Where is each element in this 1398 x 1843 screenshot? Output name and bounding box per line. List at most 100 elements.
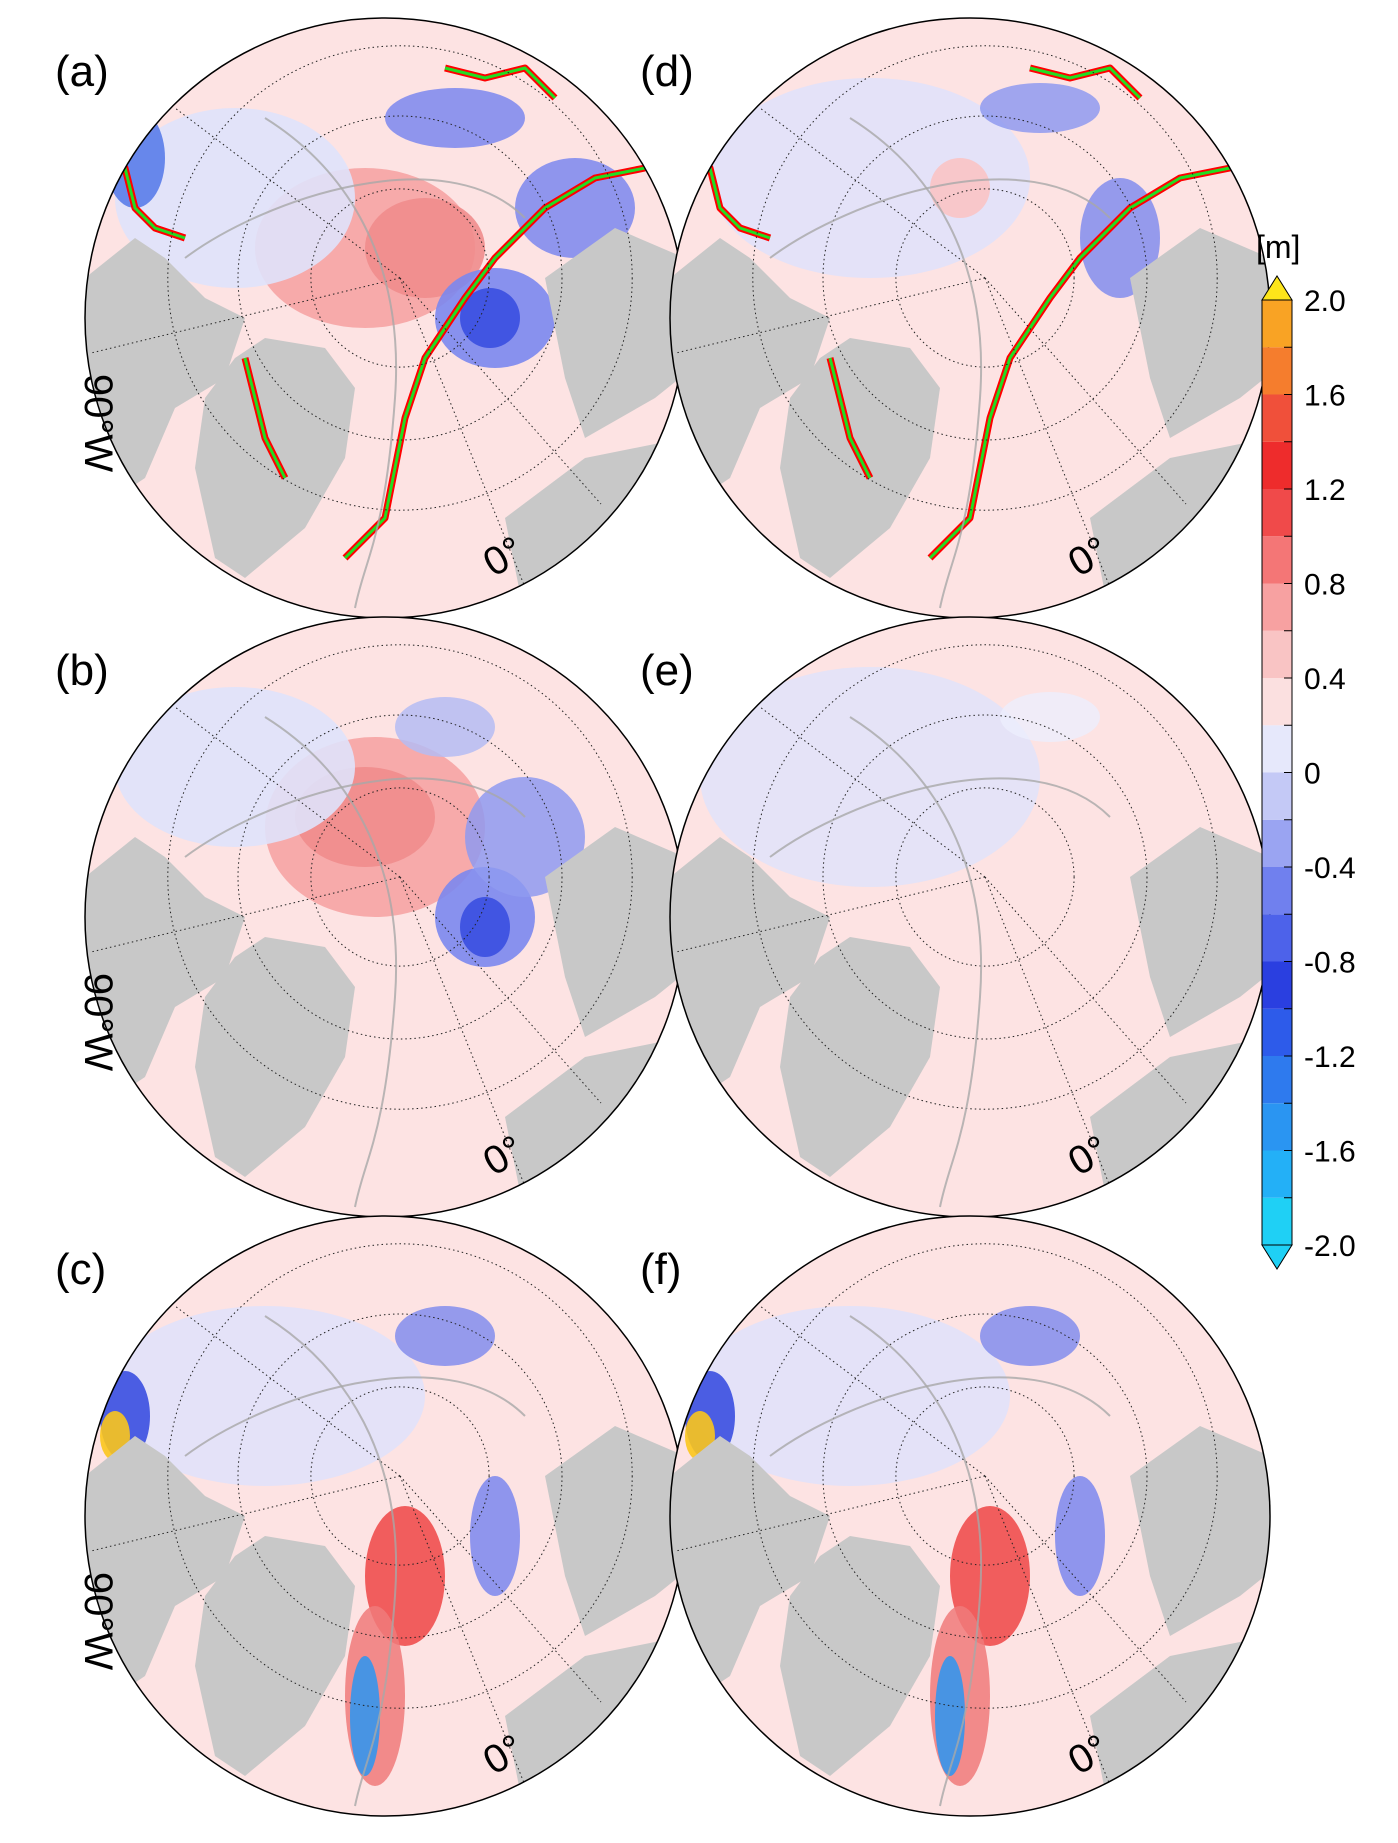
latitude-circle — [822, 115, 1148, 441]
anomaly-negative — [395, 1306, 495, 1366]
panel-c: (c)90°W0° — [55, 1215, 686, 1817]
anomaly-negative — [115, 108, 355, 288]
map-f — [670, 1216, 1270, 1816]
bathymetry-contour — [264, 716, 398, 1208]
land-eurasia — [545, 827, 685, 1037]
ice-edge-model — [444, 66, 557, 100]
meridian-0 — [984, 876, 1121, 1212]
anomaly-negative — [465, 777, 585, 897]
bathymetry-contour — [769, 777, 1111, 858]
colorbar-segment — [1262, 678, 1292, 726]
colorbar-tick-label: 2.0 — [1304, 285, 1346, 318]
bathymetry-contour — [264, 1315, 398, 1807]
colorbar-tick-label: 0.4 — [1304, 663, 1346, 696]
anomaly-negative — [1000, 692, 1100, 742]
anomaly-negative — [460, 897, 510, 957]
anomaly-negative — [700, 667, 1040, 887]
map-e — [670, 617, 1270, 1217]
anomaly-negative — [1055, 1476, 1105, 1596]
meridian-0 — [984, 1475, 1121, 1811]
colorbar-segment — [1262, 394, 1292, 442]
colorbar-unit: [m] — [1256, 229, 1300, 265]
anomaly-negative — [105, 1306, 425, 1486]
latitude-circle — [752, 1243, 1218, 1709]
longitude-label-90w: 90°W — [76, 973, 120, 1071]
map-a — [85, 18, 685, 618]
colorbar-tick-label: 1.6 — [1304, 380, 1346, 413]
map-boundary — [669, 1215, 1271, 1817]
panel-a: (a)90°W0° — [55, 17, 686, 619]
colorbar-segment — [1262, 300, 1292, 348]
latitude-circle — [310, 1386, 490, 1566]
colorbar-segment — [1262, 772, 1292, 820]
panel-f: (f) — [640, 1215, 1271, 1817]
anomaly-negative — [385, 88, 525, 148]
land-eurasia — [545, 228, 685, 438]
bathymetry-contour — [184, 1376, 526, 1457]
colorbar-segment — [1262, 1008, 1292, 1056]
colorbar-segment — [1262, 536, 1292, 584]
latitude-circle — [310, 787, 490, 967]
anomaly-negative — [395, 697, 495, 757]
anomaly-positive — [365, 1506, 445, 1646]
panel-e: (e) — [640, 616, 1271, 1218]
colorbar-tick-label: 1.2 — [1304, 474, 1346, 507]
meridian-90w — [90, 876, 401, 953]
meridian — [759, 107, 986, 279]
latitude-circle — [167, 644, 633, 1110]
anomaly-negative — [515, 158, 635, 258]
longitude-label-90w: 90°W — [76, 1572, 120, 1670]
colorbar-tick-label: 0.8 — [1304, 569, 1346, 602]
land-eurasia — [545, 1426, 685, 1636]
latitude-circle — [752, 644, 1218, 1110]
anomaly-negative — [980, 83, 1100, 133]
ice-edge-model — [828, 357, 872, 479]
anomaly-negative — [460, 288, 520, 348]
meridian — [759, 1305, 986, 1477]
anomaly-negative — [105, 108, 165, 208]
colorbar-tick-label: -1.6 — [1304, 1136, 1356, 1169]
colorbar-segment — [1262, 630, 1292, 678]
latitude-circle — [752, 45, 1218, 511]
panel-d: (d) — [640, 17, 1271, 619]
meridian-0 — [399, 277, 536, 613]
meridian — [174, 706, 401, 878]
panel-b: (b)90°W0° — [55, 616, 686, 1218]
bathymetry-contour — [849, 1315, 983, 1807]
bathymetry-contour — [184, 178, 526, 259]
anomaly-negative — [690, 1306, 1010, 1486]
land-greenland — [780, 937, 940, 1177]
colorbar-segment — [1262, 347, 1292, 395]
colorbar-tick-label: -2.0 — [1304, 1230, 1356, 1263]
panel-label: (e) — [640, 646, 694, 695]
latitude-circle — [822, 714, 1148, 1040]
panel-label: (d) — [640, 47, 694, 96]
colorbar-tick-label: 0 — [1304, 758, 1321, 791]
bathymetry-contour — [849, 117, 983, 609]
latitude-circle — [895, 787, 1075, 967]
anomaly-positive — [365, 198, 485, 298]
latitude-circle — [237, 115, 563, 441]
anomaly-negative — [350, 1656, 380, 1776]
bathymetry-contour — [264, 117, 398, 609]
colorbar-segment — [1262, 489, 1292, 537]
meridian-0 — [399, 1475, 536, 1811]
colorbar-segment — [1262, 914, 1292, 962]
colorbar-tick-label: -0.8 — [1304, 947, 1356, 980]
colorbar-extend-min — [1261, 1244, 1293, 1270]
land-eurasia — [1130, 827, 1270, 1037]
colorbar-segment — [1262, 961, 1292, 1009]
land-greenland — [195, 937, 355, 1177]
colorbar-segment — [1262, 819, 1292, 867]
map-panels: (a)90°W0°(b)90°W0°(c)90°W0°(d)(e)(f)0°0°… — [55, 17, 1271, 1817]
latitude-circle — [167, 1243, 633, 1709]
anomaly-positive — [950, 1506, 1030, 1646]
bathymetry-contour — [769, 178, 1111, 259]
panel-label: (f) — [640, 1245, 682, 1294]
meridian — [399, 277, 602, 505]
map-c — [85, 1216, 685, 1816]
anomaly-negative — [470, 1476, 520, 1596]
meridian — [399, 876, 602, 1104]
anomaly-negative — [935, 1656, 965, 1776]
ice-edge-model — [343, 166, 646, 560]
